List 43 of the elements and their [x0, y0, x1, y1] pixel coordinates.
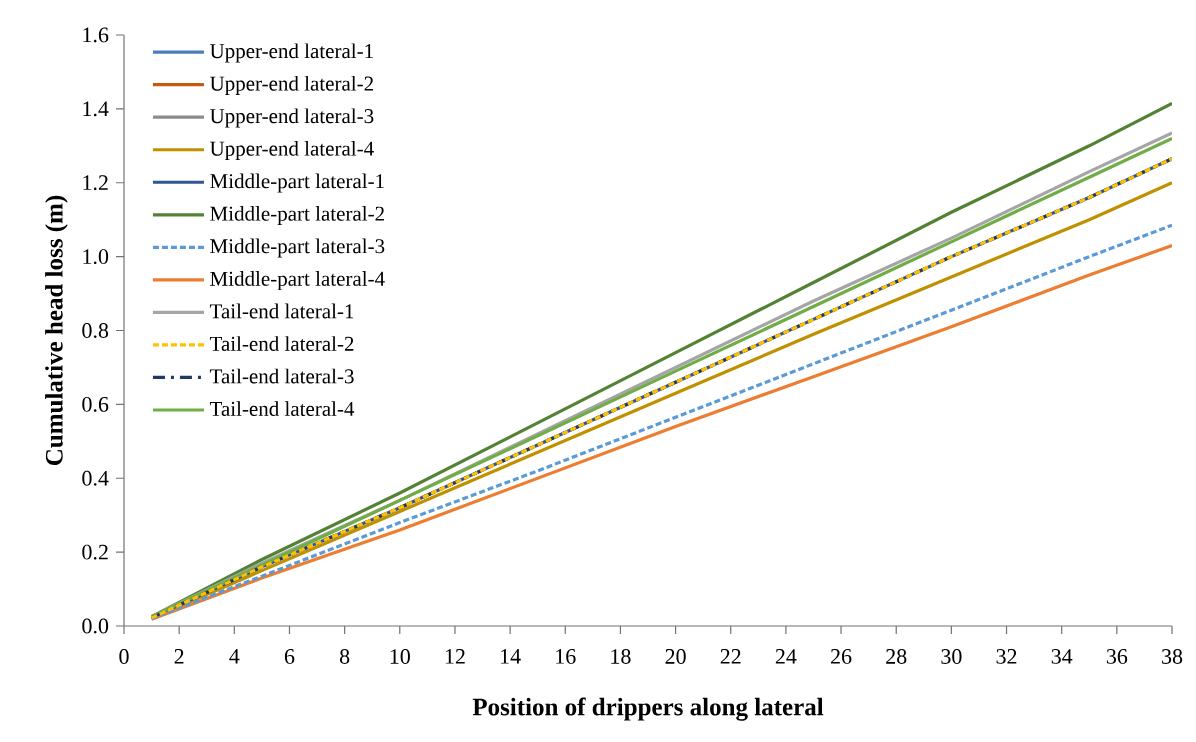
x-axis-title: Position of drippers along lateral — [472, 697, 824, 721]
x-tick-label: 16 — [556, 649, 576, 664]
x-tick-label: 2 — [174, 649, 184, 664]
x-tick-label: 34 — [1051, 649, 1073, 664]
x-tick-label: 8 — [339, 649, 350, 664]
y-axis-title: Cumulative head loss (m) — [45, 195, 68, 466]
x-tick-label: 32 — [996, 649, 1017, 664]
x-tick-label: 28 — [886, 649, 907, 664]
y-tick-label: 0.6 — [82, 396, 109, 412]
x-tick-label: 12 — [445, 649, 465, 664]
x-tick-label: 30 — [941, 649, 962, 664]
y-tick-label: 0.4 — [82, 470, 109, 486]
legend-label: Upper-end lateral-3 — [209, 108, 374, 128]
x-tick-label: 6 — [284, 649, 295, 664]
x-tick-label: 0 — [119, 649, 129, 664]
y-tick-label: 1.2 — [83, 175, 108, 191]
x-tick-label: 38 — [1162, 649, 1183, 664]
legend-label: Tail-end lateral-4 — [209, 401, 355, 416]
legend-label: Tail-end lateral-2 — [209, 336, 354, 351]
legend-label: Upper-end lateral-1 — [209, 43, 373, 63]
x-tick-label: 26 — [831, 649, 852, 664]
legend-label: Middle-part lateral-2 — [210, 206, 384, 226]
y-tick-label: 0.8 — [82, 323, 109, 338]
x-tick-label: 36 — [1106, 649, 1128, 664]
x-tick-label: 14 — [501, 649, 521, 664]
x-tick-label: 10 — [390, 649, 410, 664]
legend-label: Tail-end lateral-3 — [209, 368, 354, 384]
legend-label: Upper-end lateral-2 — [209, 75, 373, 95]
x-tick-label: 20 — [665, 649, 686, 664]
y-tick-label: 1.0 — [83, 249, 109, 265]
legend-label: Upper-end lateral-4 — [209, 140, 374, 160]
y-tick-label: 0.2 — [82, 544, 108, 560]
legend-label: Middle-part lateral-3 — [210, 238, 385, 258]
legend-label: Middle-part lateral-1 — [210, 173, 384, 193]
y-tick-label: 1.4 — [83, 101, 109, 117]
y-tick-label: 0.0 — [82, 618, 109, 634]
legend-label: Middle-part lateral-4 — [210, 271, 385, 291]
y-tick-label: 1.6 — [83, 27, 109, 43]
legend-label: Tail-end lateral-1 — [209, 303, 354, 319]
x-tick-label: 4 — [229, 649, 240, 664]
x-tick-label: 22 — [720, 649, 741, 664]
x-tick-label: 18 — [611, 649, 631, 664]
x-tick-label: 24 — [775, 649, 797, 664]
